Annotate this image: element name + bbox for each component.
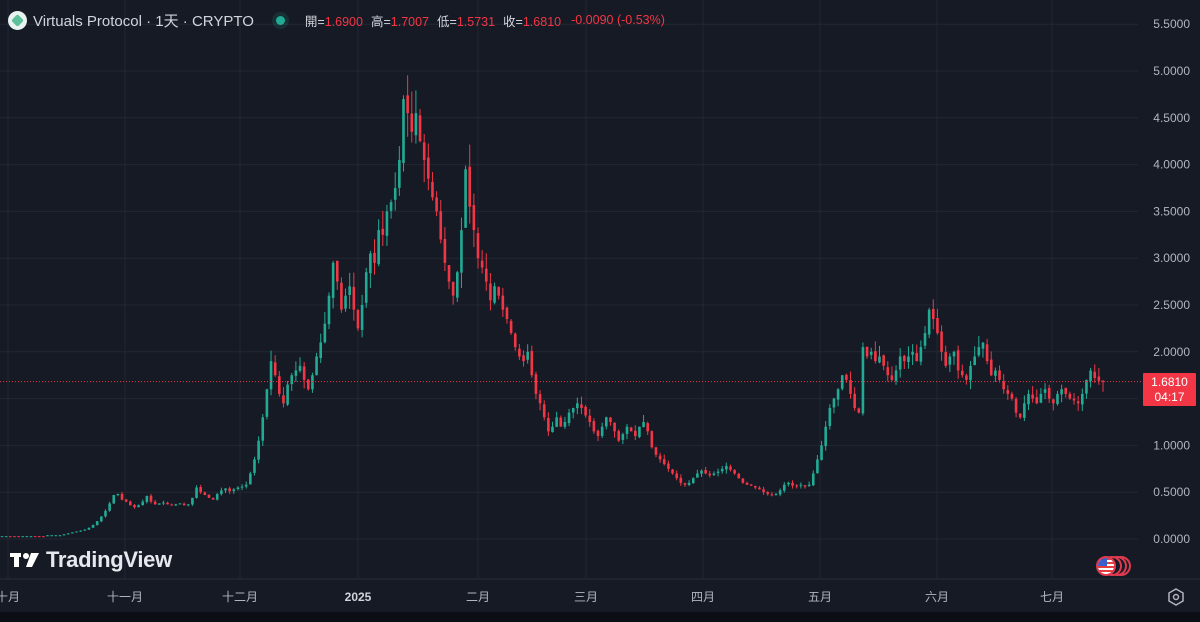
bottom-toolbar <box>0 612 1200 622</box>
close-label: 收= <box>503 14 523 29</box>
time-axis-label: 十月 <box>0 590 20 604</box>
close-value: 1.6810 <box>522 14 562 29</box>
low-value: 1.5731 <box>456 14 496 29</box>
tradingview-logo[interactable]: TradingView <box>10 547 172 573</box>
symbol-title[interactable]: Virtuals Protocol · 1天 · CRYPTO <box>33 12 254 30</box>
price-axis-label: 4.5000 <box>1153 111 1190 125</box>
time-axis-label: 三月 <box>574 590 598 604</box>
price-axis-label: 3.5000 <box>1153 204 1190 218</box>
high-label: 高= <box>370 14 391 29</box>
price-axis-label: 3.0000 <box>1153 251 1190 265</box>
time-axis-label: 五月 <box>808 590 832 604</box>
tradingview-wordmark: TradingView <box>46 547 172 572</box>
open-value: 1.6900 <box>324 14 363 29</box>
time-axis-label: 十一月 <box>107 590 143 604</box>
price-axis-label: 5.5000 <box>1153 17 1190 31</box>
time-axis-label: 六月 <box>925 590 949 604</box>
open-label: 開= <box>304 14 325 29</box>
time-axis-label: 二月 <box>466 590 490 604</box>
time-axis-label: 七月 <box>1040 590 1064 604</box>
price-axis-label: 0.5000 <box>1153 485 1190 499</box>
ohlc-values: 開=1.6900 高=1.7007 低=1.5731 收=1.6810 -0.0… <box>305 11 665 30</box>
symbol-legend: Virtuals Protocol · 1天 · CRYPTO 開=1.6900… <box>8 8 665 32</box>
price-axis-label: 2.0000 <box>1153 345 1190 359</box>
settings-gear-icon[interactable] <box>1166 587 1186 607</box>
low-label: 低= <box>437 14 457 29</box>
virtuals-logo-icon <box>8 10 27 30</box>
us-flag-icon <box>1096 556 1116 576</box>
economic-events-marker[interactable] <box>1096 556 1136 578</box>
price-axis-label: 1.0000 <box>1153 438 1190 452</box>
change-value: -0.0090 (-0.53%) <box>571 13 665 27</box>
tradingview-mark-icon <box>10 553 39 567</box>
time-axis-label: 十二月 <box>222 590 258 604</box>
price-axis-label: 0.0000 <box>1153 532 1190 546</box>
price-axis-label: 5.0000 <box>1153 64 1190 78</box>
price-axis-label: 4.0000 <box>1153 158 1190 172</box>
bar-countdown: 04:17 <box>1154 390 1185 404</box>
price-axis-label: 2.5000 <box>1153 298 1190 312</box>
time-axis-label: 2025 <box>345 590 372 604</box>
market-open-dot-icon <box>275 15 285 25</box>
candles <box>0 75 1105 538</box>
last-price-value: 1.6810 <box>1151 375 1188 389</box>
high-value: 1.7007 <box>390 14 429 29</box>
time-axis-label: 四月 <box>691 590 715 604</box>
last-price-label: 1.6810 04:17 <box>1143 373 1196 406</box>
